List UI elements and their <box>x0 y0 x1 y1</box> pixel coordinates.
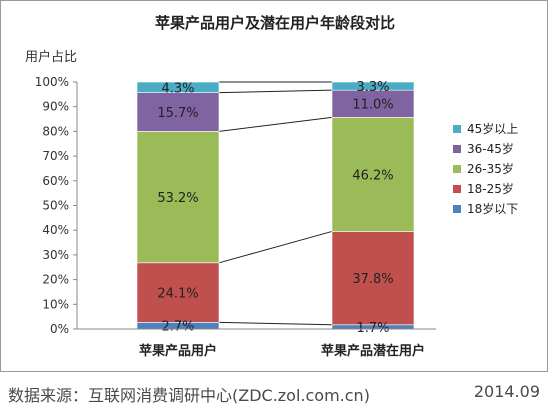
y-tick-label: 70% <box>42 149 69 163</box>
bar-segment <box>331 81 415 91</box>
connector-line <box>218 230 333 264</box>
footer: 数据来源：互联网消费调研中心(ZDC.zol.com.cn) 2014.09 <box>0 373 550 413</box>
data-label: 11.0% <box>352 98 393 113</box>
chart-frame: 苹果产品用户及潜在用户年龄段对比 用户占比 2.7% 24.1% 53.2% 15.7… <box>0 0 548 372</box>
data-label: 24.1% <box>157 287 198 302</box>
bar-segment <box>136 131 220 264</box>
legend-label: 26-35岁 <box>467 161 514 176</box>
legend-label: 36-45岁 <box>467 141 514 156</box>
legend-label: 45岁以上 <box>467 121 518 136</box>
data-label: 4.3% <box>161 81 194 96</box>
y-tick-label: 60% <box>42 174 69 188</box>
y-tick-label: 90% <box>42 100 69 114</box>
bar-segment <box>136 92 220 132</box>
y-tick-label: 10% <box>42 297 69 311</box>
bar-segment <box>331 117 415 232</box>
legend-swatch <box>453 205 461 213</box>
data-label: 3.3% <box>356 80 389 95</box>
bar-segment <box>136 81 220 93</box>
legend-swatch <box>453 125 461 133</box>
data-label: 2.7% <box>161 320 194 335</box>
data-source: 数据来源：互联网消费调研中心(ZDC.zol.com.cn) <box>8 386 370 405</box>
bar-segment <box>136 262 220 323</box>
x-category-label: 苹果产品潜在用户 <box>321 343 425 359</box>
legend-swatch <box>453 185 461 193</box>
connector-line <box>218 321 333 326</box>
legend-swatch <box>453 165 461 173</box>
data-label: 46.2% <box>352 168 393 183</box>
y-axis-label: 用户占比 <box>25 49 77 65</box>
connector-line <box>218 116 333 132</box>
legend-swatch <box>453 145 461 153</box>
y-tick-label: 40% <box>42 223 69 237</box>
y-tick-label: 20% <box>42 273 69 287</box>
legend-label: 18岁以下 <box>467 201 518 216</box>
chart-title: 苹果产品用户及潜在用户年龄段对比 <box>155 14 395 32</box>
data-label: 1.7% <box>356 321 389 336</box>
stacked-bar-chart: 苹果产品用户及潜在用户年龄段对比 用户占比 2.7% 24.1% 53.2% 15.7… <box>25 14 518 359</box>
legend-label: 18-25岁 <box>467 181 514 196</box>
y-tick-label: 50% <box>42 199 69 213</box>
y-tick-label: 80% <box>42 124 69 138</box>
report-date: 2014.09 <box>473 382 540 401</box>
connector-line <box>218 89 333 94</box>
y-tick-label: 100% <box>35 75 69 89</box>
y-tick-label: 0% <box>50 322 69 336</box>
y-tick-label: 30% <box>42 248 69 262</box>
bar-segment <box>331 89 415 118</box>
data-label: 15.7% <box>157 106 198 121</box>
x-category-label: 苹果产品用户 <box>139 343 217 359</box>
data-label: 53.2% <box>157 191 198 206</box>
data-label: 37.8% <box>352 272 393 287</box>
